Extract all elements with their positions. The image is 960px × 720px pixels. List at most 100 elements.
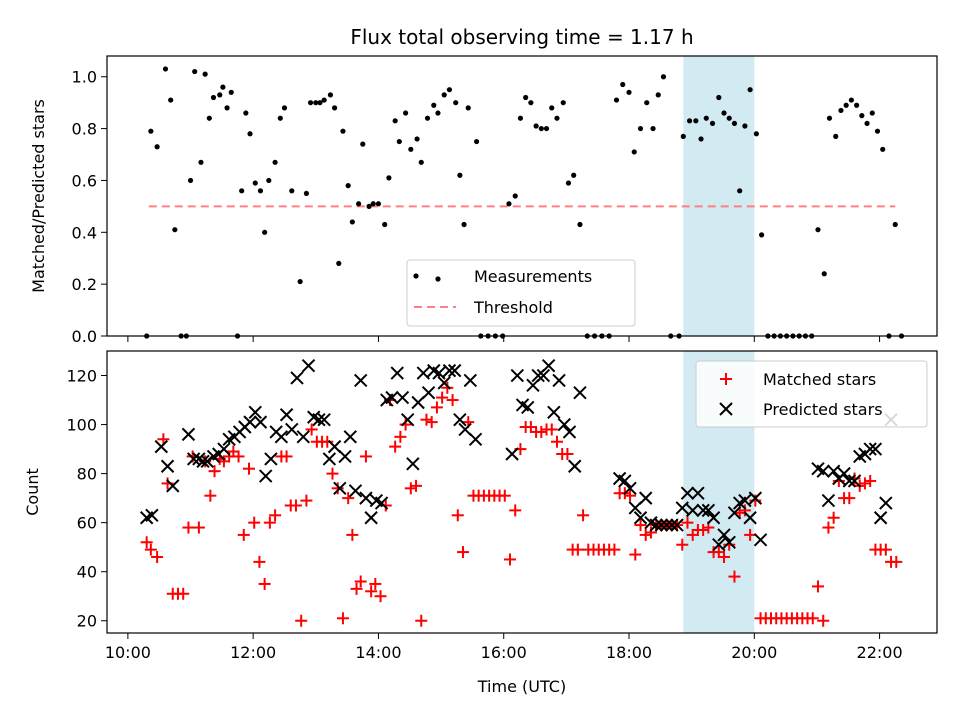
predicted-star-point — [374, 496, 389, 510]
y-tick-label: 100 — [66, 416, 97, 435]
top-highlight-span — [683, 56, 755, 336]
predicted-star-point — [510, 368, 525, 383]
predicted-star-point — [618, 474, 632, 488]
predicted-star-point — [628, 501, 642, 515]
matched-star-point — [280, 450, 293, 463]
matched-star-point — [232, 450, 245, 463]
measurement-point — [313, 100, 319, 106]
y-tick-label: 80 — [77, 465, 97, 484]
predicted-star-point — [243, 415, 257, 429]
bottom-y-axis-label: Count — [23, 468, 42, 516]
measurement-point — [843, 102, 849, 108]
predicted-star-point — [411, 395, 425, 410]
measurement-point — [370, 201, 376, 207]
matched-star-point — [890, 555, 903, 568]
predicted-star-point — [353, 373, 368, 388]
matched-star-point — [336, 612, 349, 625]
measurement-point — [660, 74, 667, 80]
measurement-point — [693, 118, 699, 124]
measurement-point — [220, 84, 226, 90]
matched-star-point — [608, 543, 621, 556]
predicted-star-point — [333, 481, 347, 496]
measurement-point — [162, 66, 169, 72]
predicted-star-point — [536, 368, 551, 383]
measurement-point — [396, 138, 402, 145]
matched-star-point — [300, 494, 313, 507]
measurement-point — [838, 107, 844, 114]
predicted-star-point — [338, 449, 352, 464]
measurement-point — [821, 271, 827, 277]
top-x-ticks — [127, 336, 881, 342]
predicted-star-point — [552, 373, 566, 388]
y-tick-label: 0.4 — [72, 223, 97, 242]
measurement-point — [747, 87, 753, 93]
measurement-point — [571, 172, 577, 178]
matched-star-point — [394, 430, 407, 443]
matched-star-point — [634, 519, 647, 532]
matched-star-point — [365, 585, 378, 598]
matched-star-point — [269, 509, 282, 522]
measurement-point — [869, 110, 875, 116]
matched-star-point — [676, 538, 689, 551]
matched-star-point — [749, 494, 762, 507]
top-panel: 0.0 0.2 0.4 0.6 0.8 1.0 Matched/Predicted sta… — [29, 55, 938, 346]
measurement-point — [703, 115, 709, 121]
matched-star-point — [811, 580, 824, 593]
matched-star-point — [389, 440, 402, 453]
measurement-point — [512, 193, 518, 199]
measurement-point — [210, 94, 217, 101]
matched-star-point — [415, 614, 428, 627]
matched-star-point — [295, 614, 308, 627]
predicted-star-point — [868, 442, 883, 456]
legend-measurements-marker — [435, 276, 441, 282]
y-tick-label: 1.0 — [72, 68, 97, 87]
matched-star-point — [305, 423, 318, 436]
matched-star-point — [331, 482, 344, 495]
measurement-point — [577, 221, 583, 228]
measurement-point — [457, 172, 463, 178]
y-tick-label: 0.2 — [72, 275, 97, 294]
measurement-point — [356, 201, 362, 207]
matched-star-point — [827, 511, 840, 524]
predicted-star-point — [400, 412, 415, 427]
matched-star-point — [140, 536, 153, 549]
measurement-point — [892, 221, 898, 228]
predicted-star-point — [327, 439, 342, 454]
measurement-point — [655, 92, 661, 98]
y-tick-label: 20 — [77, 612, 97, 631]
predicted-star-point — [748, 491, 763, 505]
matched-star-point — [843, 492, 856, 505]
measurement-point — [206, 115, 212, 121]
x-tick-label: 22:00 — [857, 643, 903, 662]
y-tick-label: 0.0 — [72, 327, 97, 346]
measurement-point — [281, 105, 288, 111]
measurement-point — [192, 68, 198, 75]
predicted-star-point — [701, 503, 716, 518]
matched-star-point — [208, 465, 221, 478]
matched-star-point — [263, 516, 276, 529]
predicted-star-point — [301, 359, 316, 373]
y-tick-label: 120 — [66, 367, 97, 386]
predicted-star-point — [847, 474, 862, 488]
measurement-point — [759, 232, 765, 238]
predicted-star-point — [154, 439, 168, 454]
measurement-point — [375, 201, 382, 207]
measurement-point — [408, 146, 414, 152]
matched-star-point — [550, 435, 563, 448]
measurement-point — [289, 188, 295, 194]
chart-title: Flux total observing time = 1.17 h — [350, 25, 693, 49]
measurement-point — [549, 105, 555, 111]
measurement-point — [307, 100, 314, 106]
predicted-star-point — [837, 466, 851, 481]
top-y-ticks: 0.0 0.2 0.4 0.6 0.8 1.0 — [72, 68, 107, 346]
bottom-x-ticks: 10:00 12:00 14:00 16:00 18:00 20:00 22:00 — [105, 633, 903, 662]
predicted-star-point — [659, 518, 674, 532]
measurement-point — [168, 97, 174, 103]
measurement-point — [874, 128, 881, 134]
measurement-point — [731, 120, 738, 127]
predicted-star-point — [675, 501, 689, 515]
matched-star-point — [182, 521, 195, 534]
matched-star-point — [204, 489, 217, 502]
measurement-point — [360, 141, 366, 147]
